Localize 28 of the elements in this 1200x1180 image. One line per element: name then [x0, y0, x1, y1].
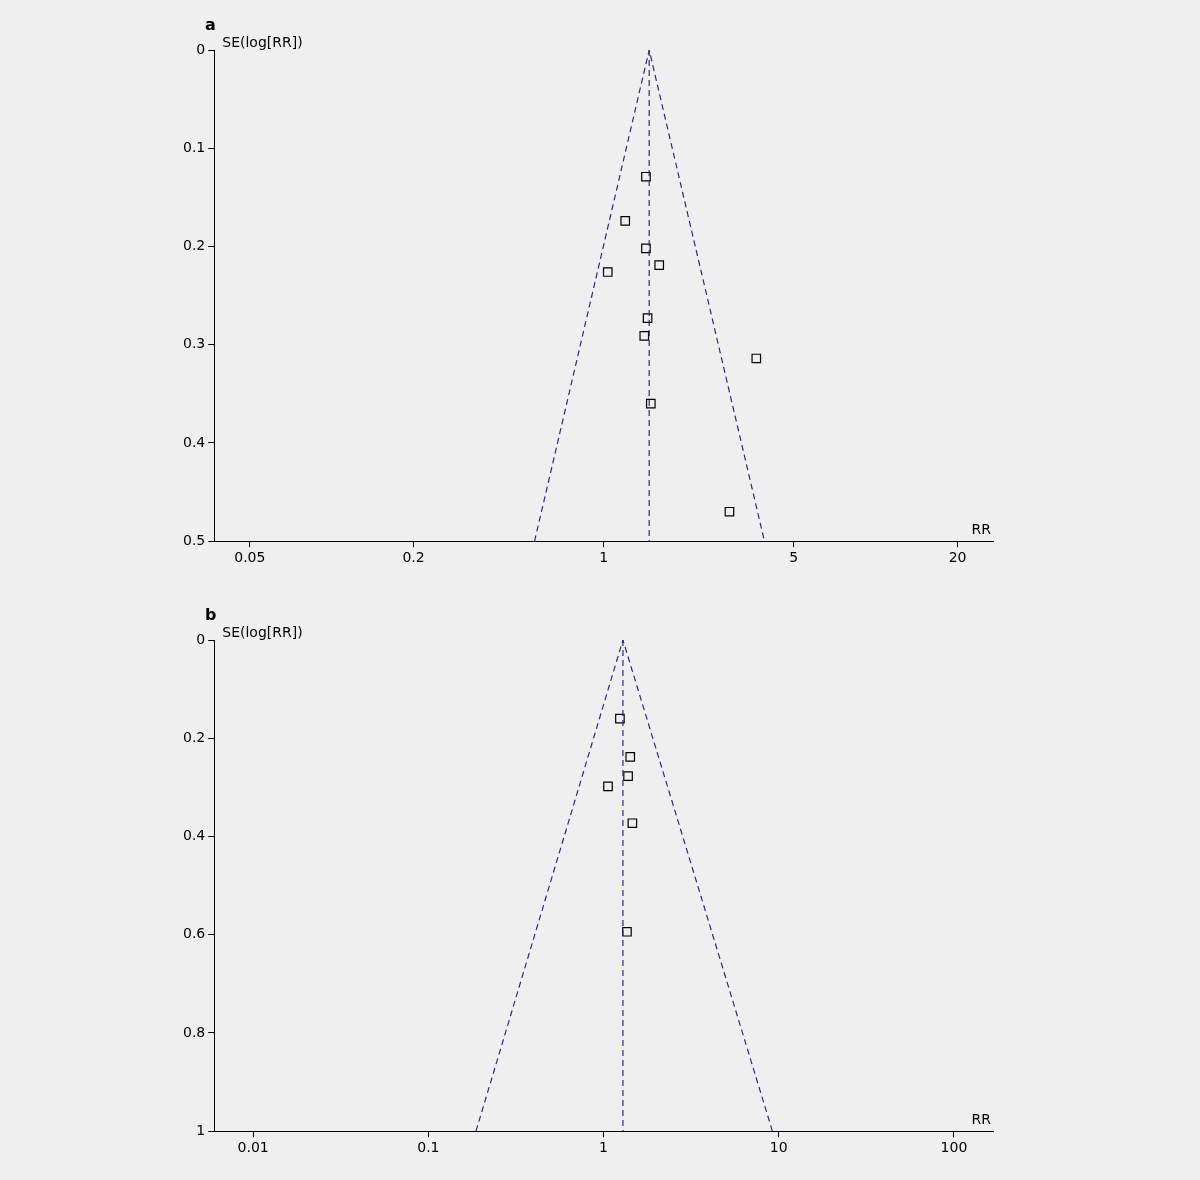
y-tick-label: 0.6: [183, 925, 206, 942]
x-tick-label: 20: [948, 549, 967, 566]
x-tick-label: 5: [789, 549, 799, 566]
x-axis-title: RR: [971, 1110, 992, 1127]
x-tick-label: 0.1: [417, 1139, 440, 1156]
y-tick-label: 0: [196, 630, 206, 647]
y-axis-title: SE(log[RR]): [222, 33, 303, 50]
y-tick-label: 0.5: [183, 531, 206, 548]
y-tick-label: 0.2: [183, 237, 206, 254]
chart-title: a: [205, 15, 216, 35]
y-tick-label: 0.4: [183, 827, 206, 844]
y-tick-label: 0.2: [183, 728, 206, 745]
x-tick-label: 0.2: [402, 549, 425, 566]
x-axis-title: RR: [971, 520, 992, 537]
x-tick-label: 0.05: [234, 549, 266, 566]
x-tick-label: 1: [599, 549, 609, 566]
y-tick-label: 0.1: [183, 138, 206, 155]
y-tick-label: 0.3: [183, 335, 206, 352]
x-tick-label: 10: [769, 1139, 788, 1156]
y-tick-label: 1: [196, 1121, 206, 1138]
y-tick-label: 0: [196, 40, 206, 57]
chart-title: b: [205, 605, 217, 625]
x-tick-label: 1: [599, 1139, 609, 1156]
y-tick-label: 0.8: [183, 1023, 206, 1040]
y-axis-title: SE(log[RR]): [222, 623, 303, 640]
x-tick-label: 100: [940, 1139, 968, 1156]
y-tick-label: 0.4: [183, 433, 206, 450]
x-tick-label: 0.01: [237, 1139, 269, 1156]
